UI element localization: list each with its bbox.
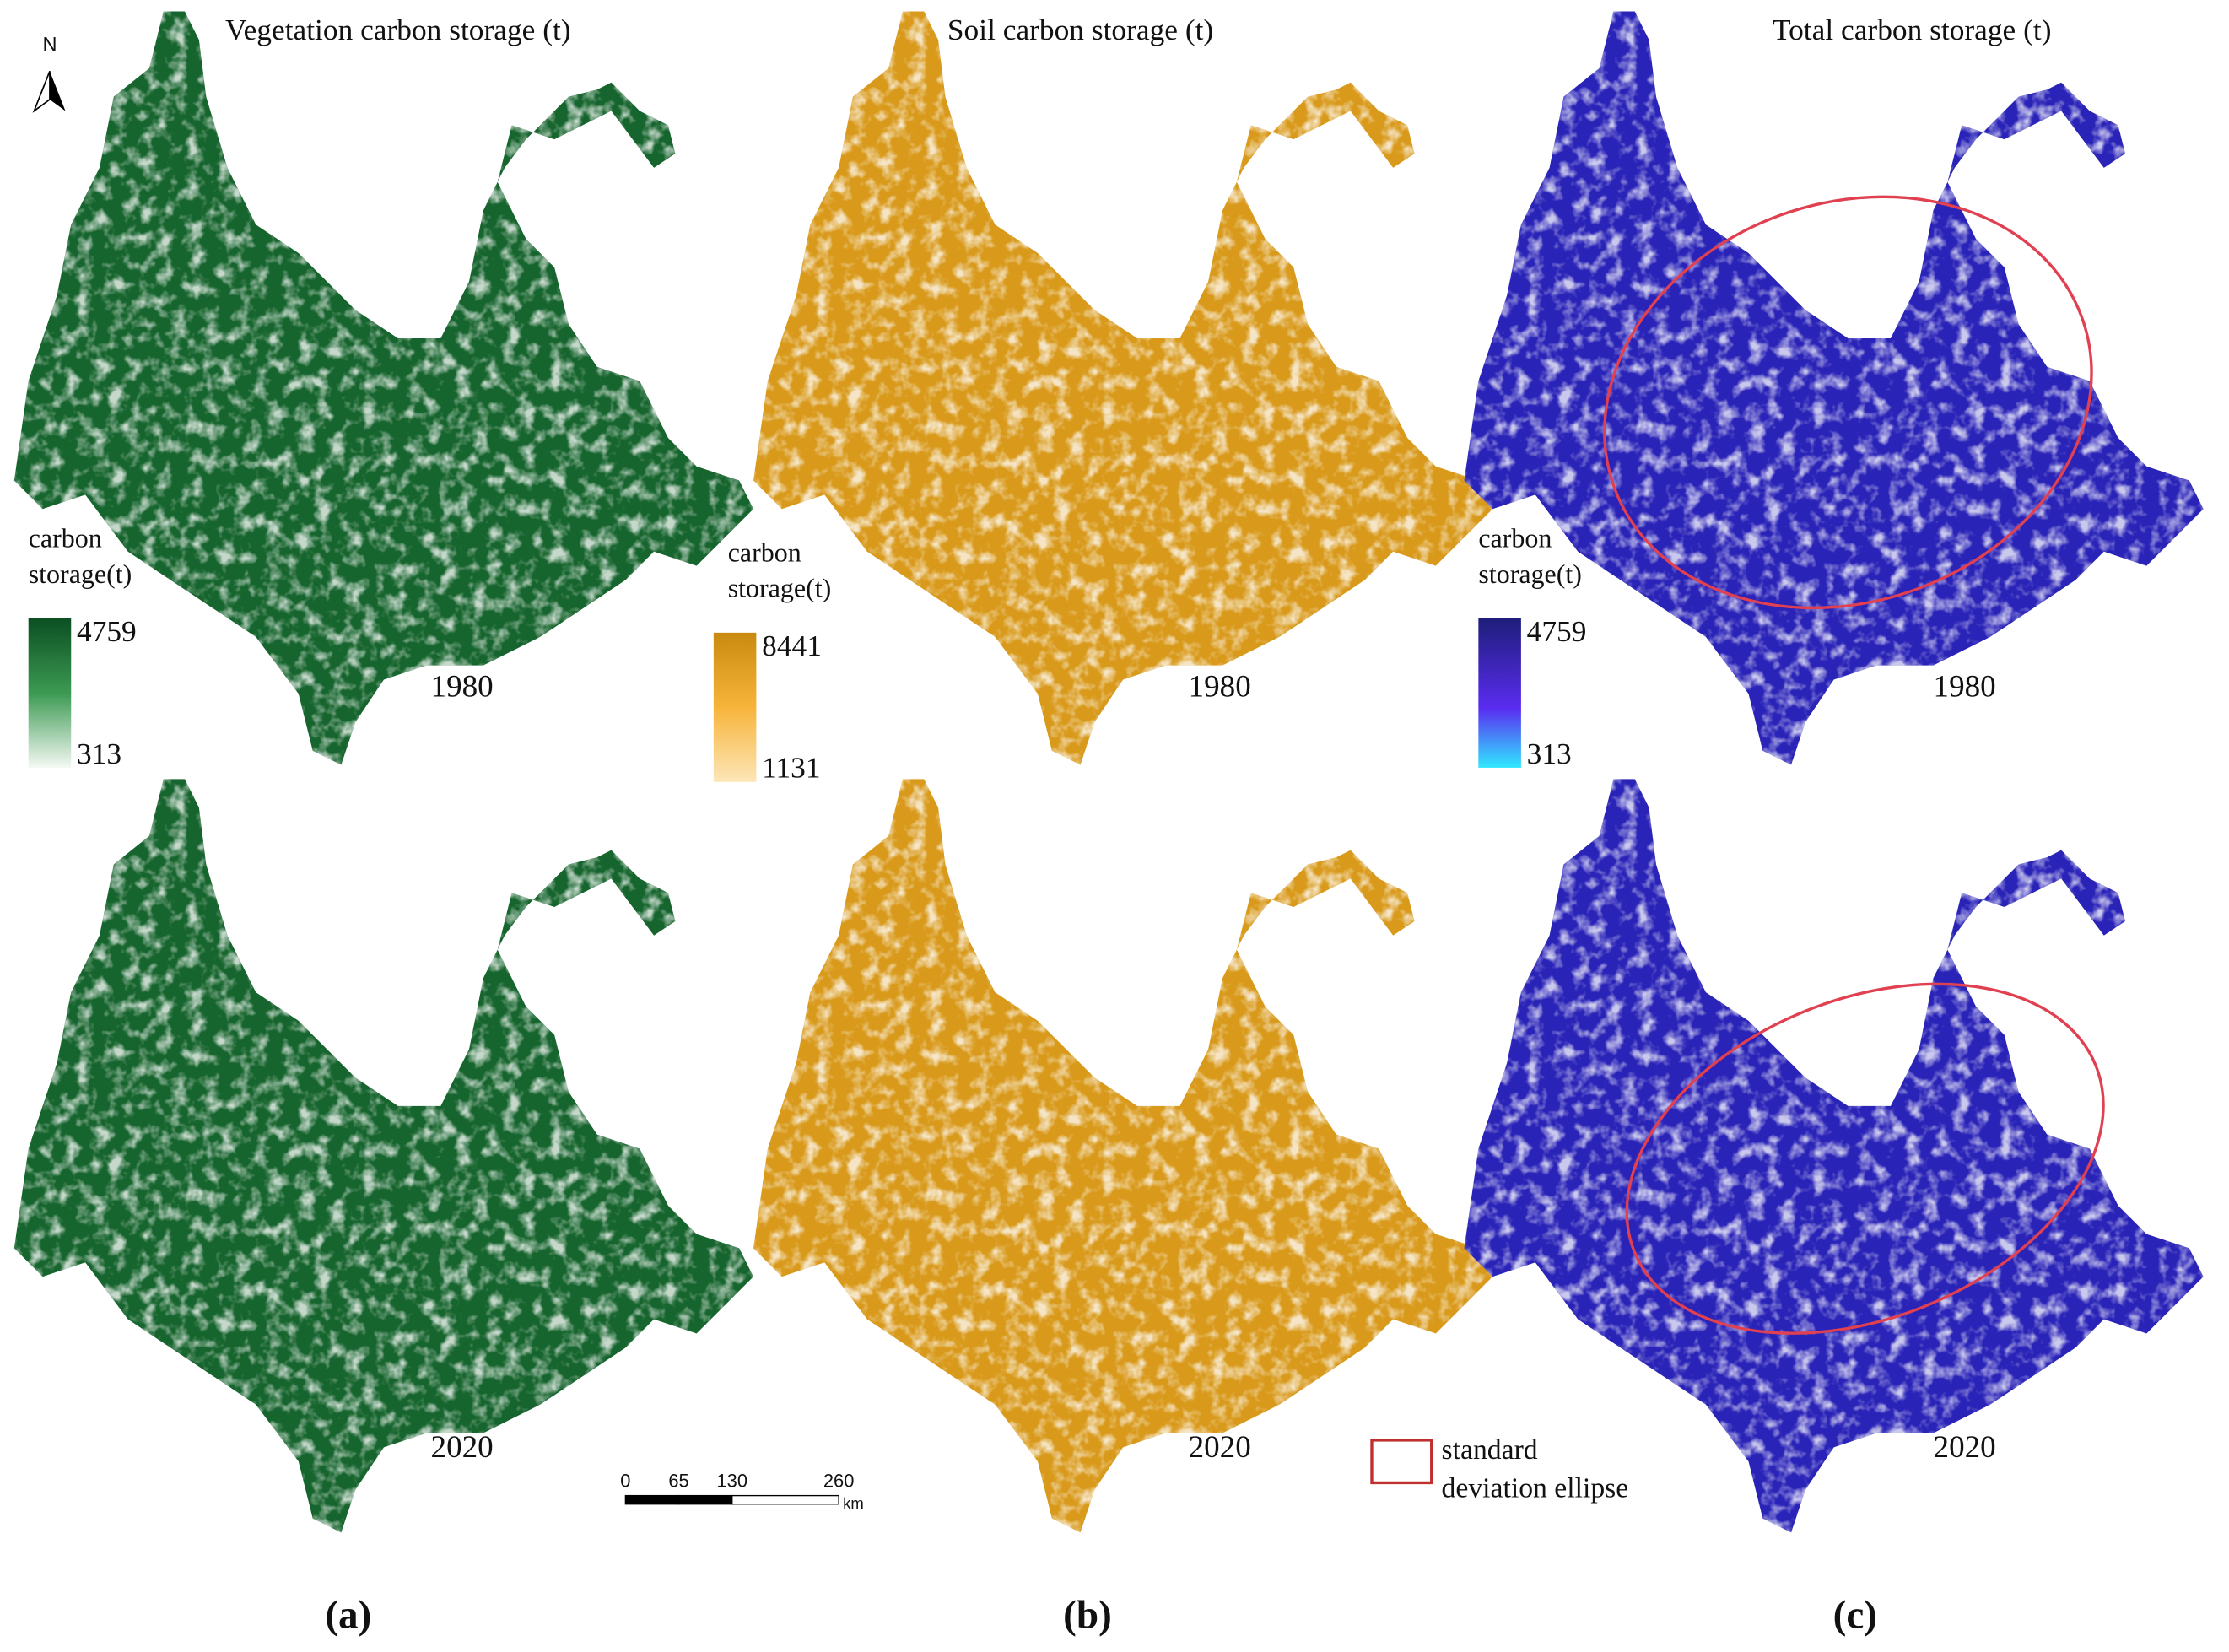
scale-tick-label: 260 [823,1471,855,1492]
legend-min: 313 [77,737,121,770]
scale-tick-label: 130 [716,1471,747,1492]
legend-min: 313 [1527,737,1572,770]
scale-unit: km [843,1494,864,1512]
ellipse-legend-text: standard [1442,1434,1538,1466]
map-texture [13,779,754,1533]
scale-segment [624,1494,680,1505]
map [1464,11,2204,765]
scale-segment [731,1494,839,1505]
map [13,779,754,1533]
legend-min: 1131 [762,751,820,785]
year-label: 2020 [431,1430,494,1465]
subfigure-label: (c) [1833,1593,1877,1637]
map-texture [1464,11,2204,765]
legend-gradient [713,632,757,782]
map-texture [753,11,1493,765]
std-ellipse [1603,195,2093,610]
scale-segment [677,1494,733,1505]
map-texture [753,779,1493,1533]
subfigure-label: (a) [325,1593,371,1637]
legend-title: storage(t) [728,573,832,603]
legend-gradient [1478,618,1521,768]
panel-title: Total carbon storage (t) [1773,13,2052,46]
map [753,11,1493,765]
legend-gradient [28,618,72,768]
year-label: 2020 [1189,1430,1251,1465]
year-label: 2020 [1934,1430,1996,1465]
ellipse-legend-swatch [1370,1439,1433,1485]
std-ellipse [1625,982,2105,1335]
map [13,11,754,765]
panel-title: Soil carbon storage (t) [947,13,1213,46]
ellipse-legend-text: deviation ellipse [1442,1472,1629,1504]
north-arrow [32,70,66,113]
scale-tick-label: 65 [668,1471,688,1492]
year-label: 1980 [1189,670,1251,705]
year-label: 1980 [431,670,494,705]
legend-title: carbon [29,523,102,553]
legend-max: 4759 [77,614,137,648]
north-label: N [42,34,57,56]
legend-max: 4759 [1527,614,1587,648]
subfigure-label: (b) [1063,1593,1112,1637]
legend-title: carbon [1478,523,1552,553]
map [753,779,1493,1533]
scale-tick-label: 0 [620,1471,630,1492]
map-texture [13,11,754,765]
year-label: 1980 [1934,670,1996,705]
legend-title: storage(t) [1478,559,1582,589]
legend-max: 8441 [762,629,822,662]
panel-title: Vegetation carbon storage (t) [225,13,571,46]
legend-title: storage(t) [29,559,132,589]
legend-title: carbon [728,537,801,568]
